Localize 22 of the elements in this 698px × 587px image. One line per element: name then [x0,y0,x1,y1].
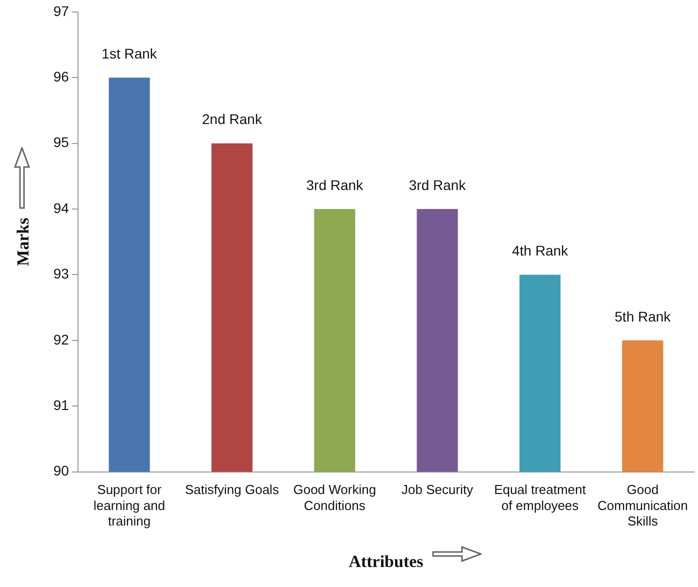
annotation: 1st Rank [102,46,158,62]
y-axis-title: Marks [14,217,33,266]
x-tick-label: Support for learning and training [94,482,166,528]
annotation: 3rd Rank [408,176,467,193]
x-tick-label: Good Communication Skills [598,482,688,528]
x-tick-label: Equal treatment of employees [494,482,586,513]
annotation: 5th Rank [614,308,672,324]
y-tick-label: 94 [53,200,70,216]
y-tick-label: 92 [53,331,70,348]
y-tick-label: 97 [53,2,70,19]
x-tick-label: Job Security [402,482,474,498]
annotation: 3rd Rank [306,176,364,193]
annotation: 4th Rank [512,242,570,259]
y-tick-label: 95 [53,134,70,150]
y-tick-label: 91 [53,396,70,413]
x-axis-title: Attributes [348,552,424,572]
y-tick-label: 93 [53,266,70,282]
annotation: 2nd Rank [202,111,263,128]
y-tick-label: 90 [53,462,70,479]
x-tick-label: Satisfying Goals [185,482,280,498]
x-tick-label: Good Working Conditions [293,482,376,513]
y-tick-label: 96 [53,68,70,85]
